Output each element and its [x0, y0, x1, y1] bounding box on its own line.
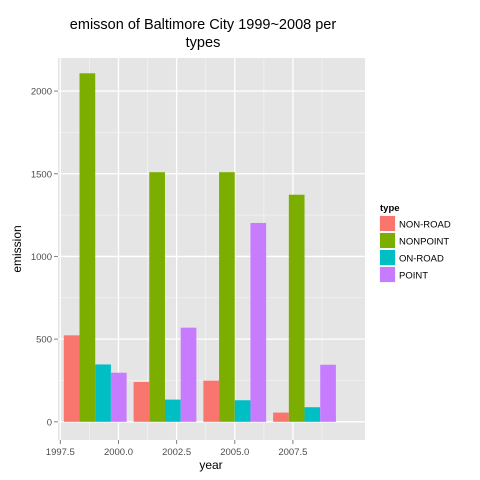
- bar-point-2002: [180, 327, 197, 422]
- chart-title-line-2: types: [186, 35, 221, 51]
- y-tick-label: 2000: [31, 87, 52, 98]
- bar-point-1999: [110, 372, 127, 422]
- bar-non-road-2008: [273, 412, 289, 422]
- x-tick-label: 2005.0: [220, 447, 249, 458]
- bar-point-2005: [250, 222, 267, 422]
- legend-label-on-road: ON-ROAD: [399, 254, 444, 265]
- bar-on-road-2008: [304, 407, 321, 422]
- legend-key-nonpoint: [380, 233, 395, 248]
- legend-key-non-road: [380, 216, 395, 231]
- x-tick-label: 2002.5: [162, 447, 191, 458]
- legend-label-point: POINT: [399, 271, 428, 282]
- bar-on-road-1999: [95, 364, 111, 422]
- y-axis-title: emission: [10, 225, 24, 272]
- legend-key-point: [380, 267, 395, 282]
- bar-point-2008: [320, 364, 336, 422]
- bar-on-road-2002: [164, 399, 181, 422]
- y-tick-label: 500: [36, 335, 52, 346]
- legend-label-nonpoint: NONPOINT: [399, 237, 449, 248]
- legend-label-non-road: NON-ROAD: [399, 220, 451, 231]
- bar-non-road-1999: [63, 335, 80, 422]
- legend: type NON-ROAD NONPOINT ON-ROAD POINT: [378, 203, 451, 284]
- bar-non-road-2002: [133, 381, 150, 422]
- bars: [63, 73, 336, 422]
- y-tick-label: 1500: [31, 169, 52, 180]
- chart-title-line-1: emisson of Baltimore City 1999~2008 per: [70, 17, 337, 33]
- x-axis-ticks: 1997.5 2000.0 2002.5 2005.0 2007.5: [46, 440, 307, 458]
- bar-non-road-2005: [203, 380, 220, 422]
- x-tick-label: 1997.5: [46, 447, 75, 458]
- y-axis-ticks: 0 500 1000 1500 2000: [31, 87, 58, 428]
- bar-on-road-2005: [234, 400, 251, 422]
- bar-nonpoint-2005: [219, 172, 235, 422]
- legend-key-on-road: [380, 250, 395, 265]
- y-tick-label: 0: [47, 417, 52, 428]
- y-tick-label: 1000: [31, 252, 52, 263]
- legend-title: type: [380, 203, 400, 214]
- x-axis-title: year: [199, 458, 222, 472]
- chart-title: emisson of Baltimore City 1999~2008 per …: [70, 17, 337, 51]
- x-tick-label: 2007.5: [278, 447, 307, 458]
- x-tick-label: 2000.0: [104, 447, 133, 458]
- bar-nonpoint-2008: [288, 194, 305, 422]
- bar-nonpoint-1999: [79, 73, 96, 422]
- bar-nonpoint-2002: [149, 172, 165, 422]
